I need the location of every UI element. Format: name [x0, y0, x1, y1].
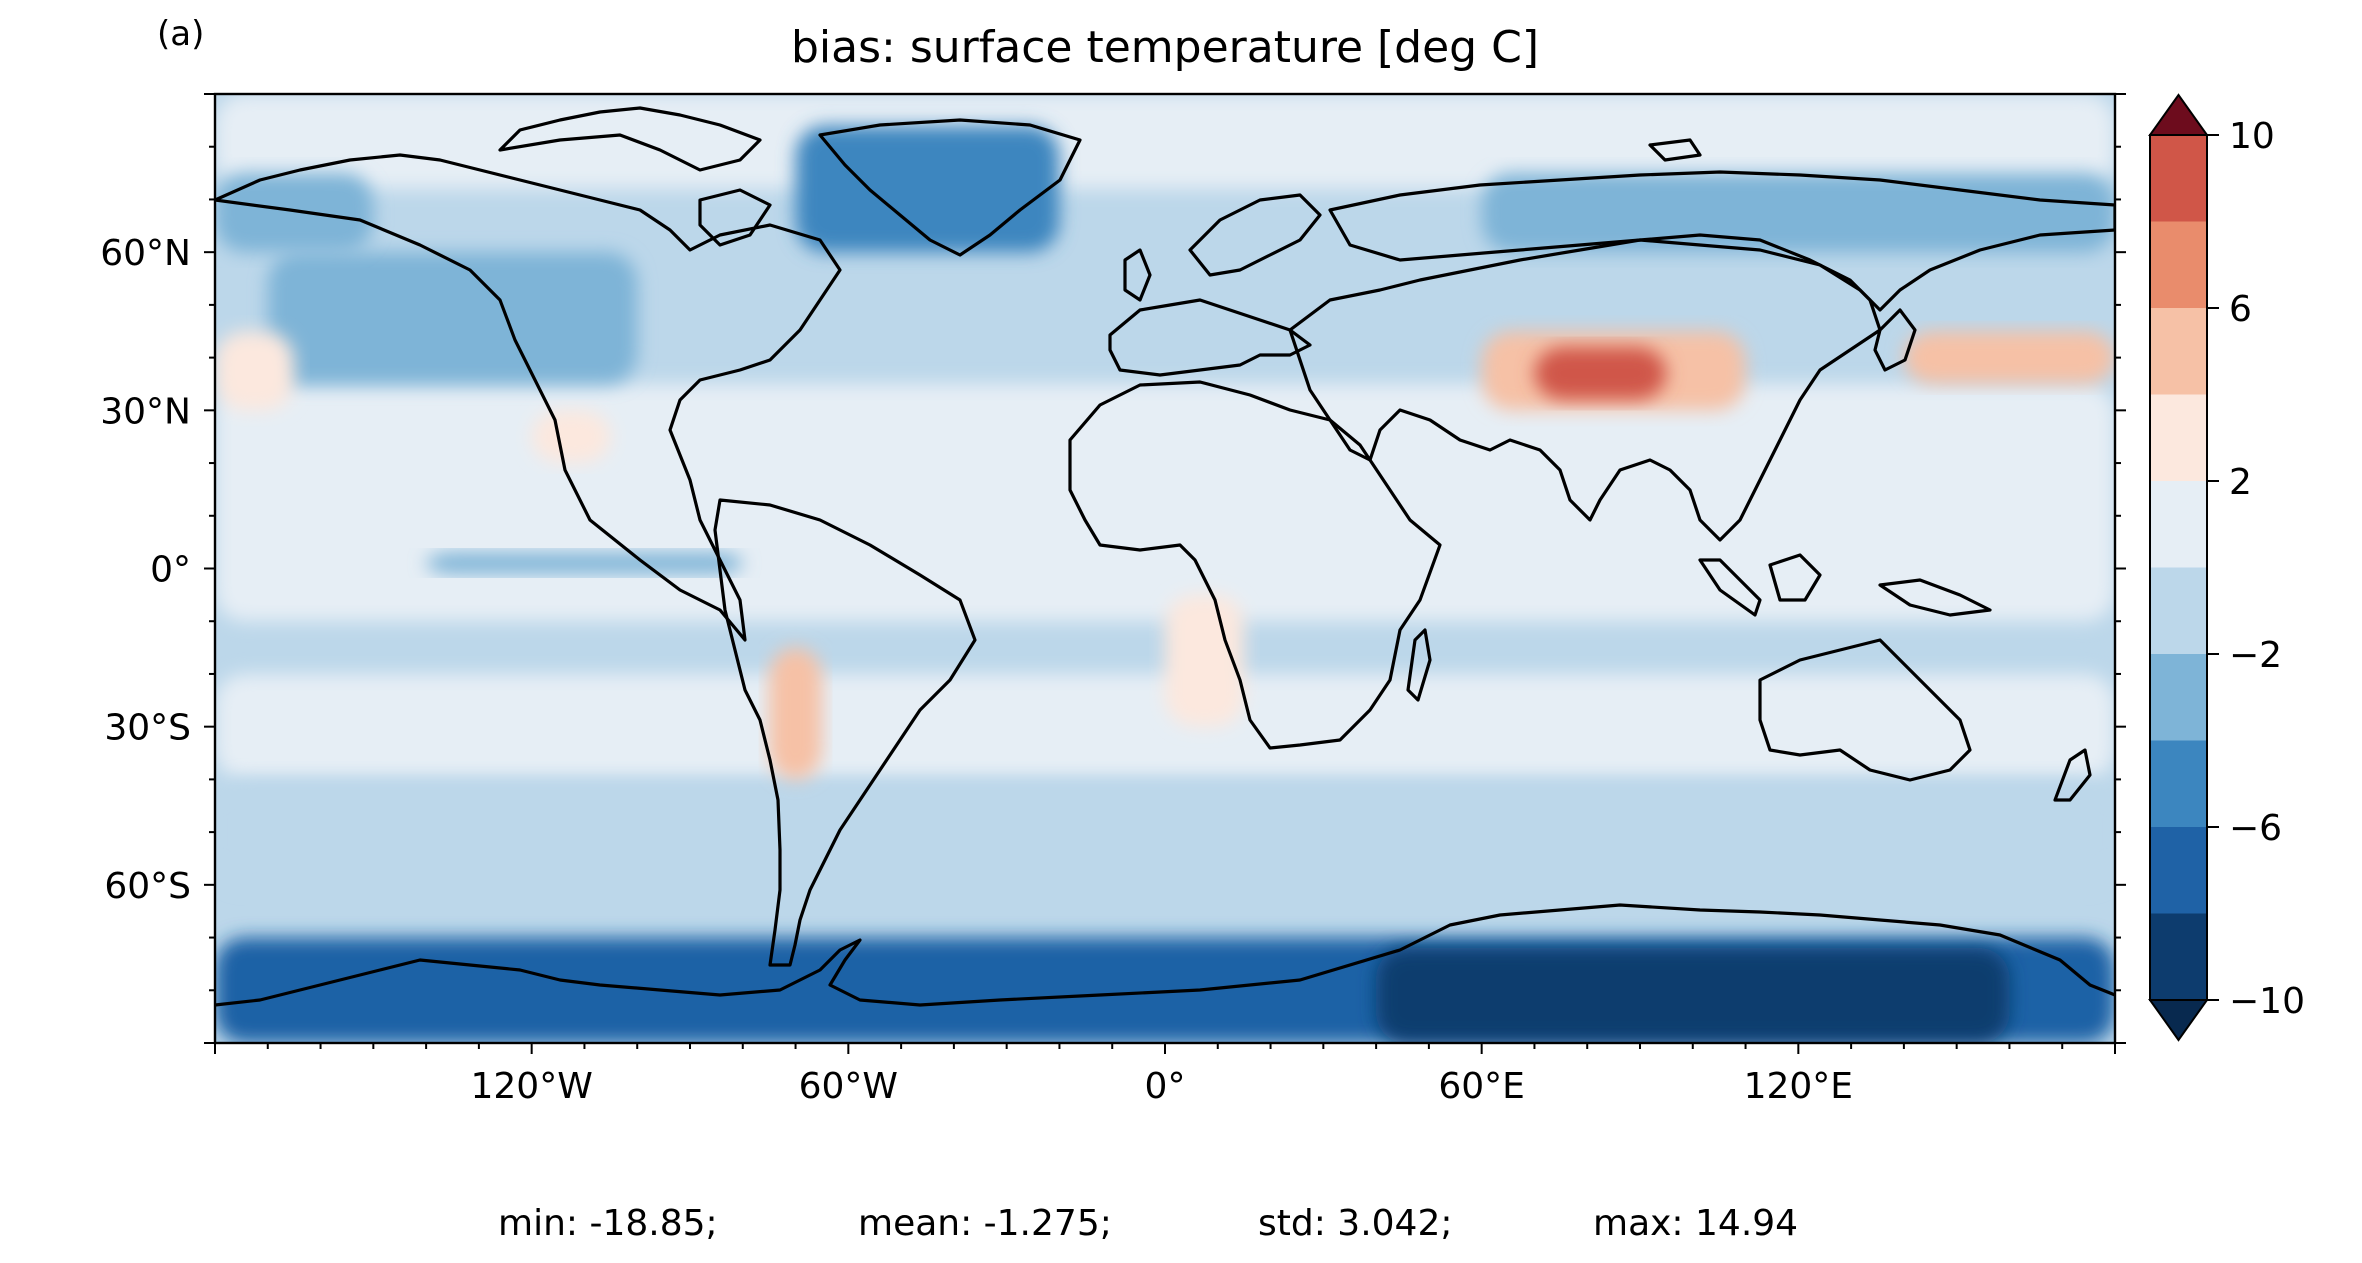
coastline-madagascar [1406, 628, 1432, 702]
coastlines [215, 106, 2115, 1007]
colorbar-segment [2150, 654, 2207, 741]
coastline-north-america [215, 153, 842, 642]
colorbar-segment [2150, 827, 2207, 914]
colorbar-tick-label: −6 [2229, 808, 2282, 849]
field-region-17 [1481, 173, 2115, 253]
colorbar-segment [2150, 221, 2207, 308]
field-region-14 [769, 647, 822, 780]
colorbar-outline [2149, 134, 2208, 1001]
colorbar-under-arrow [2148, 999, 2209, 1042]
colorbar-segment [2150, 308, 2207, 395]
coastline-sumatra [1698, 558, 1762, 617]
panel-label: (a) [157, 14, 205, 54]
field-region-11 [1534, 347, 1667, 400]
coastline-baffin [698, 188, 772, 247]
coastline-scandinavia [1188, 193, 1322, 277]
stat-std: std: 3.042; [1258, 1203, 1453, 1244]
colorbar-tick-label: −10 [2229, 981, 2305, 1022]
coastline-japan [1873, 308, 1917, 372]
colorbar-segment [2150, 913, 2207, 1000]
coastline-greenland [818, 118, 1082, 257]
lat-tick-label: 60°N [100, 233, 191, 274]
lon-tick-label: 120°W [471, 1066, 593, 1107]
coastline-britain [1123, 248, 1152, 302]
field-region-16 [215, 331, 295, 411]
coastline-arctic-russia [1328, 170, 2115, 312]
stat-mean: mean: -1.275; [858, 1203, 1112, 1244]
coastline-south-america [713, 498, 977, 967]
field-region-18 [215, 173, 374, 253]
coastline-africa [1068, 380, 1442, 750]
colorbar-segment [2150, 567, 2207, 654]
lat-tick-label: 30°S [104, 708, 191, 749]
lat-tick-label: 60°S [104, 866, 191, 907]
temperature-bias-field [215, 94, 2115, 1043]
colorbar-segment [2150, 740, 2207, 827]
field-region-7 [795, 125, 1060, 253]
longitude-axis: 120°W 60°W 0° 60°E 120°E [214, 1043, 2116, 1107]
field-region-12 [1903, 331, 2115, 384]
lon-tick-label: 60°W [799, 1066, 898, 1107]
colorbar-segment [2150, 481, 2207, 568]
field-region-13 [1165, 594, 1245, 727]
colorbar: −10 −6 −2 2 6 10 [2148, 93, 2305, 1042]
colorbar-tick-label: 2 [2229, 462, 2252, 503]
coastline-antarctica [215, 903, 2115, 1007]
field-region-5 [267, 252, 638, 384]
field-region-2 [215, 673, 2115, 780]
lon-tick-label: 120°E [1744, 1066, 1853, 1107]
colorbar-over-arrow [2148, 93, 2209, 136]
coastline-borneo [1768, 553, 1822, 602]
colorbar-segment [2150, 394, 2207, 481]
lon-tick-label: 0° [1145, 1066, 1186, 1107]
colorbar-tick-label: 10 [2229, 116, 2275, 157]
stat-min: min: -18.85; [498, 1203, 718, 1244]
coastline-australia [1758, 638, 1972, 782]
coastline-new-zealand [2053, 748, 2092, 802]
colorbar-tick-label: −2 [2229, 635, 2282, 676]
field-region-1 [215, 383, 2115, 622]
coastline-canadian-arctic [498, 106, 762, 172]
stat-max: max: 14.94 [1593, 1203, 1799, 1244]
colorbar-segment [2150, 135, 2207, 222]
lat-tick-label: 30°N [100, 391, 191, 432]
field-region-4 [215, 779, 2115, 885]
lat-tick-label: 0° [150, 550, 191, 591]
coastline-new-guinea [1878, 578, 1992, 617]
field-region-6 [426, 552, 743, 574]
field-region-15 [531, 410, 611, 464]
latitude-axis: 60°N 30°N 0° 30°S 60°S [100, 93, 2126, 1044]
coastline-europe [1108, 298, 1312, 377]
map-title: bias: surface temperature [deg C] [791, 22, 1539, 73]
colorbar-tick-label: 6 [2229, 289, 2252, 330]
coastline-svalbard [1648, 138, 1702, 162]
field-region-9 [1376, 948, 2010, 1043]
lon-tick-label: 60°E [1438, 1066, 1525, 1107]
